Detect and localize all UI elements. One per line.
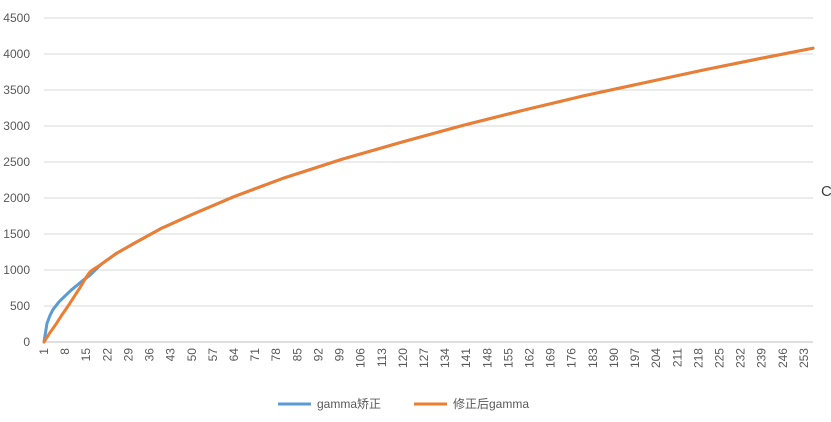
y-tick-label: 0 <box>23 335 30 349</box>
x-tick-label: 29 <box>121 348 135 362</box>
x-tick-label: 92 <box>311 348 325 362</box>
x-tick-label: 78 <box>269 348 283 362</box>
legend-label-2: 修正后gamma <box>453 396 529 411</box>
series-line-1 <box>42 46 815 344</box>
x-tick-label: 127 <box>417 348 431 368</box>
x-tick-label: 239 <box>755 348 769 368</box>
y-tick-label: 3500 <box>3 83 30 97</box>
y-tick-label: 4000 <box>3 47 30 61</box>
x-tick-label: 57 <box>206 348 220 362</box>
x-tick-label: 169 <box>544 348 558 368</box>
y-tick-label: 1000 <box>3 263 30 277</box>
x-tick-label: 232 <box>734 348 748 368</box>
cropped-edge-glyph: C <box>821 183 831 200</box>
x-tick-label: 43 <box>164 348 178 362</box>
x-tick-label: 225 <box>713 348 727 368</box>
x-tick-label: 36 <box>143 348 157 362</box>
x-tick-label: 155 <box>501 348 515 368</box>
x-tick-label: 162 <box>523 348 537 368</box>
x-tick-label: 85 <box>290 348 304 362</box>
x-tick-label: 246 <box>776 348 790 368</box>
x-tick-label: 50 <box>185 348 199 362</box>
x-tick-label: 113 <box>375 348 389 367</box>
y-tick-label: 1500 <box>3 227 30 241</box>
x-tick-label: 148 <box>480 348 494 368</box>
x-tick-label: 120 <box>396 348 410 368</box>
series-line-2 <box>42 46 815 344</box>
x-tick-label: 176 <box>565 348 579 368</box>
x-tick-label: 1 <box>37 348 51 355</box>
x-tick-label: 183 <box>586 348 600 368</box>
x-tick-label: 64 <box>227 348 241 362</box>
y-tick-label: 500 <box>10 299 30 313</box>
x-tick-label: 218 <box>691 348 705 368</box>
x-tick-label: 253 <box>797 348 811 368</box>
x-tick-label: 190 <box>607 348 621 368</box>
x-tick-label: 99 <box>333 348 347 362</box>
x-tick-label: 211 <box>670 348 684 367</box>
x-tick-label: 15 <box>79 348 93 362</box>
legend-label-1: gamma矫正 <box>317 396 381 411</box>
y-tick-label: 2000 <box>3 191 30 205</box>
x-tick-label: 106 <box>354 348 368 368</box>
y-tick-label: 2500 <box>3 155 30 169</box>
y-tick-label: 3000 <box>3 119 30 133</box>
x-tick-label: 204 <box>649 348 663 368</box>
x-tick-label: 8 <box>58 348 72 355</box>
y-tick-label: 4500 <box>3 11 30 25</box>
x-tick-label: 141 <box>459 348 473 368</box>
x-tick-label: 71 <box>248 348 262 362</box>
x-tick-label: 22 <box>100 348 114 362</box>
x-tick-label: 197 <box>628 348 642 368</box>
x-tick-label: 134 <box>438 348 452 368</box>
